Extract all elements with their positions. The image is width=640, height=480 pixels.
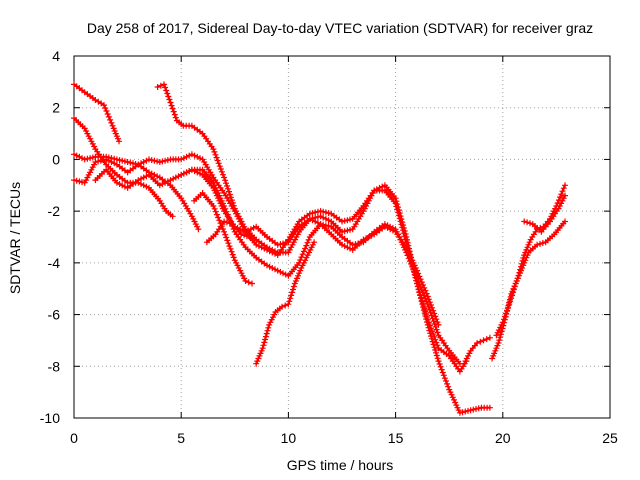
series-arc-14 — [461, 334, 493, 367]
x-tick-label: 10 — [281, 430, 297, 446]
series-layer — [71, 81, 568, 416]
series-trace — [94, 168, 461, 365]
y-tick-label: 2 — [52, 100, 60, 116]
series-arc-6 — [154, 81, 493, 416]
x-axis-label: GPS time / hours — [287, 457, 394, 473]
series-markers — [521, 192, 568, 235]
series-markers — [92, 166, 463, 367]
series-markers — [71, 151, 202, 233]
series-arc-2 — [71, 115, 176, 220]
series-arc-5 — [92, 166, 463, 367]
series-markers — [71, 115, 176, 220]
series-markers — [461, 334, 493, 367]
x-tick-label: 15 — [388, 430, 404, 446]
series-markers — [154, 81, 493, 416]
y-tick-label: 4 — [52, 48, 60, 64]
y-tick-label: 0 — [52, 151, 60, 167]
y-tick-label: -8 — [48, 358, 61, 374]
y-axis-label: SDTVAR / TECUs — [7, 182, 23, 294]
series-markers — [203, 218, 253, 246]
y-tick-label: -6 — [48, 307, 61, 323]
series-markers — [71, 81, 122, 145]
series-arc-1 — [71, 81, 122, 145]
y-tick-label: -4 — [48, 255, 61, 271]
y-tick-label: -2 — [48, 203, 61, 219]
x-tick-label: 20 — [495, 430, 511, 446]
series-arc-13 — [521, 192, 568, 235]
series-arc-12 — [493, 218, 568, 339]
series-arc-9 — [203, 218, 253, 246]
x-tick-label: 25 — [602, 430, 618, 446]
series-markers — [253, 239, 318, 367]
plot-frame — [73, 55, 611, 419]
series-trace — [72, 83, 121, 143]
x-tick-label: 5 — [177, 430, 185, 446]
axis-ticks: 0 5 10 15 20 25 -10 -8 -6 -4 -2 0 2 4 — [40, 48, 618, 446]
chart-title: Day 258 of 2017, Sidereal Day-to-day VTE… — [87, 20, 593, 36]
y-tick-label: -10 — [40, 410, 60, 426]
series-markers — [493, 218, 568, 339]
plot-border — [73, 55, 611, 419]
series-arc-10 — [253, 239, 318, 367]
series-arc-3 — [71, 151, 202, 233]
x-tick-label: 0 — [70, 430, 78, 446]
